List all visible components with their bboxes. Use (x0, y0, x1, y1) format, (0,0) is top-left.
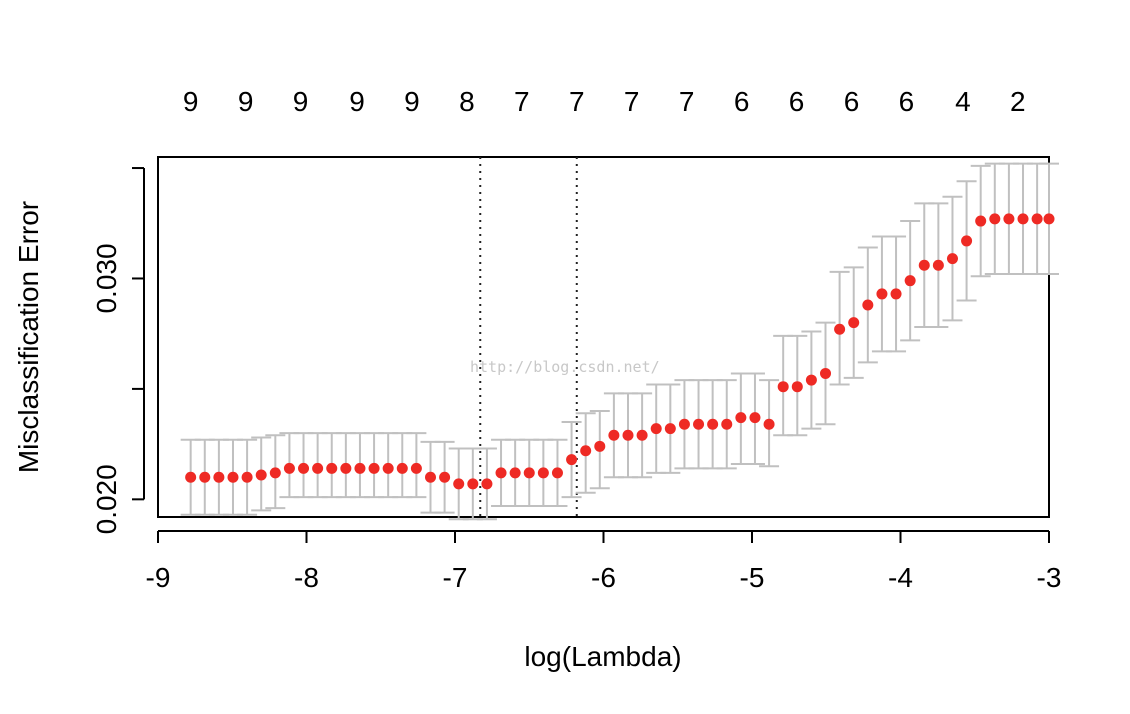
top-axis-label: 8 (459, 86, 475, 117)
data-point (805, 374, 817, 386)
data-point (424, 471, 436, 483)
data-point (396, 462, 408, 474)
top-axis-label: 7 (514, 86, 530, 117)
data-point (622, 429, 634, 441)
watermark-text: http://blog.csdn.net/ (470, 358, 660, 376)
data-point (241, 471, 253, 483)
data-point (227, 471, 239, 483)
top-axis-label: 9 (404, 86, 420, 117)
data-point (749, 412, 761, 424)
data-point (876, 288, 888, 300)
top-axis-label: 6 (734, 86, 750, 117)
y-tick-label: 0.030 (91, 243, 122, 313)
data-point (354, 462, 366, 474)
data-point (975, 215, 987, 227)
data-point (834, 323, 846, 335)
data-point (1003, 213, 1015, 225)
x-tick-label: -4 (888, 562, 913, 593)
data-point (340, 462, 352, 474)
x-tick-label: -6 (591, 562, 616, 593)
data-point (537, 467, 549, 479)
data-point (678, 418, 690, 430)
top-axis-label: 7 (679, 86, 695, 117)
top-axis-label: 6 (789, 86, 805, 117)
error-bars (180, 162, 1059, 521)
data-point (820, 367, 832, 379)
data-point (566, 454, 578, 466)
data-point (1017, 213, 1029, 225)
data-point (946, 253, 958, 265)
top-axis-label: 4 (955, 86, 971, 117)
data-point (580, 445, 592, 457)
data-point (932, 259, 944, 271)
data-point (467, 478, 479, 490)
top-axis-label: 9 (349, 86, 365, 117)
top-axis-label: 2 (1010, 86, 1026, 117)
y-axis-label: Misclassification Error (13, 201, 44, 473)
data-point (848, 317, 860, 329)
top-axis-label: 6 (844, 86, 860, 117)
data-point (1031, 213, 1043, 225)
data-point (269, 467, 281, 479)
data-point (1043, 213, 1055, 225)
data-point (185, 471, 197, 483)
data-point (791, 381, 803, 393)
data-point (594, 440, 606, 452)
top-axis-label: 9 (293, 86, 309, 117)
data-point (890, 288, 902, 300)
top-axis-label: 7 (624, 86, 640, 117)
data-point (707, 418, 719, 430)
top-axis-label: 7 (569, 86, 585, 117)
plot-frame (157, 156, 1050, 518)
x-tick-label: -3 (1037, 562, 1062, 593)
data-point (283, 462, 295, 474)
data-point (199, 471, 211, 483)
data-point (298, 462, 310, 474)
data-point (382, 462, 394, 474)
data-point (763, 418, 775, 430)
data-point (961, 235, 973, 247)
x-tick-label: -8 (294, 562, 319, 593)
x-axis: -9 -8 -7 -6 -5 -4 -3 (146, 530, 1062, 593)
data-point (368, 462, 380, 474)
data-point (312, 462, 324, 474)
data-point (721, 418, 733, 430)
y-tick-label: 0.020 (91, 464, 122, 534)
y-axis: 0.020 0.030 (91, 167, 145, 534)
data-point (989, 213, 1001, 225)
data-point (509, 467, 521, 479)
data-point (904, 275, 916, 287)
data-point (918, 259, 930, 271)
data-point (551, 467, 563, 479)
x-tick-label: -7 (443, 562, 468, 593)
x-tick-label: -9 (146, 562, 171, 593)
data-point (439, 471, 451, 483)
data-point (608, 429, 620, 441)
data-point (495, 467, 507, 479)
data-point (664, 423, 676, 435)
data-point (636, 429, 648, 441)
x-axis-label: log(Lambda) (524, 641, 681, 672)
data-point (735, 412, 747, 424)
data-point (862, 299, 874, 311)
data-point (326, 462, 338, 474)
data-point (410, 462, 422, 474)
top-axis-labels: 9 9 9 9 9 8 7 7 7 7 6 6 6 6 4 2 (183, 86, 1026, 117)
data-point (523, 467, 535, 479)
data-points (185, 213, 1055, 490)
top-axis-label: 9 (238, 86, 254, 117)
data-point (453, 478, 465, 490)
top-axis-label: 9 (183, 86, 199, 117)
data-point (693, 418, 705, 430)
top-axis-label: 6 (899, 86, 915, 117)
data-point (481, 478, 493, 490)
data-point (650, 423, 662, 435)
data-point (255, 469, 267, 481)
data-point (777, 381, 789, 393)
data-point (213, 471, 225, 483)
x-tick-label: -5 (740, 562, 765, 593)
